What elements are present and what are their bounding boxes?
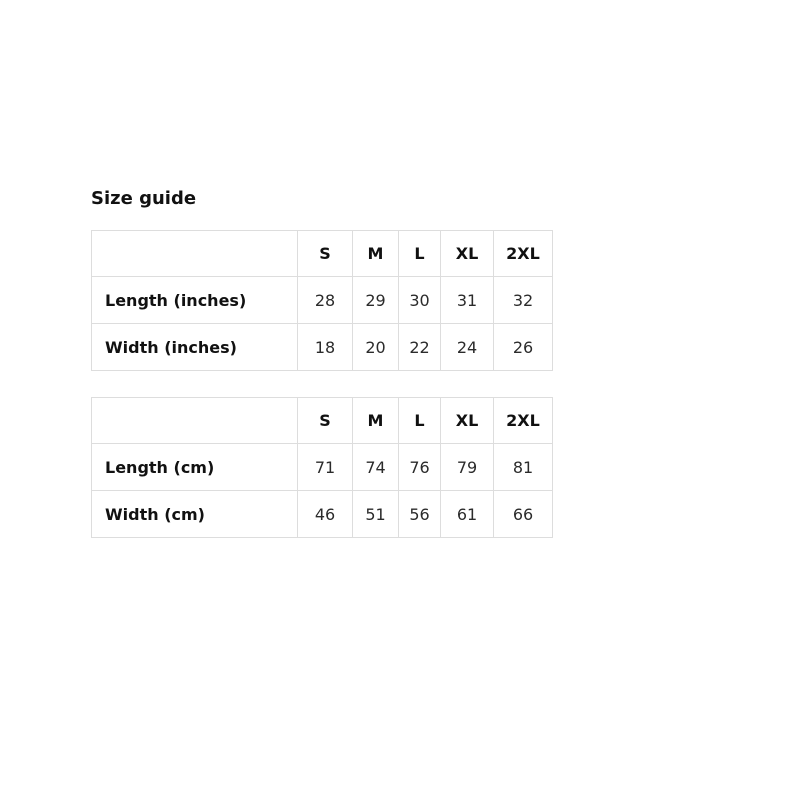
- measurement-value: 76: [398, 443, 441, 491]
- measurement-value: 24: [440, 323, 494, 371]
- size-column-header-m: M: [352, 397, 399, 444]
- measurement-value: 31: [440, 276, 494, 324]
- size-guide-section: Size guide S M L XL 2XL Length (inches) …: [91, 187, 553, 538]
- size-column-header-l: L: [398, 397, 441, 444]
- measurement-value: 81: [493, 443, 553, 491]
- measurement-value: 74: [352, 443, 399, 491]
- table-header-row: S M L XL 2XL: [91, 230, 553, 277]
- measurement-label: Width (inches): [91, 323, 298, 371]
- measurement-value: 20: [352, 323, 399, 371]
- size-column-header-s: S: [297, 230, 353, 277]
- measurement-value: 61: [440, 490, 494, 538]
- size-table-cm: S M L XL 2XL Length (cm) 71 74 76 79 81 …: [91, 397, 553, 538]
- size-column-header-s: S: [297, 397, 353, 444]
- size-guide-title: Size guide: [91, 188, 197, 209]
- measurement-value: 26: [493, 323, 553, 371]
- table-header-row: S M L XL 2XL: [91, 397, 553, 444]
- table-row-length-cm: Length (cm) 71 74 76 79 81: [91, 443, 553, 491]
- size-column-header-2xl: 2XL: [493, 397, 553, 444]
- measurement-value: 79: [440, 443, 494, 491]
- measurement-value: 46: [297, 490, 353, 538]
- size-column-header-xl: XL: [440, 230, 494, 277]
- measurement-value: 28: [297, 276, 353, 324]
- measurement-value: 18: [297, 323, 353, 371]
- size-table-inches: S M L XL 2XL Length (inches) 28 29 30 31…: [91, 230, 553, 371]
- empty-header-cell: [91, 230, 298, 277]
- table-row-width-inches: Width (inches) 18 20 22 24 26: [91, 323, 553, 371]
- size-column-header-2xl: 2XL: [493, 230, 553, 277]
- measurement-value: 56: [398, 490, 441, 538]
- size-column-header-m: M: [352, 230, 399, 277]
- measurement-label: Length (inches): [91, 276, 298, 324]
- measurement-value: 29: [352, 276, 399, 324]
- size-column-header-l: L: [398, 230, 441, 277]
- table-row-length-inches: Length (inches) 28 29 30 31 32: [91, 276, 553, 324]
- measurement-label: Width (cm): [91, 490, 298, 538]
- table-row-width-cm: Width (cm) 46 51 56 61 66: [91, 490, 553, 538]
- measurement-value: 66: [493, 490, 553, 538]
- measurement-value: 32: [493, 276, 553, 324]
- empty-header-cell: [91, 397, 298, 444]
- size-column-header-xl: XL: [440, 397, 494, 444]
- measurement-label: Length (cm): [91, 443, 298, 491]
- measurement-value: 22: [398, 323, 441, 371]
- measurement-value: 51: [352, 490, 399, 538]
- measurement-value: 30: [398, 276, 441, 324]
- measurement-value: 71: [297, 443, 353, 491]
